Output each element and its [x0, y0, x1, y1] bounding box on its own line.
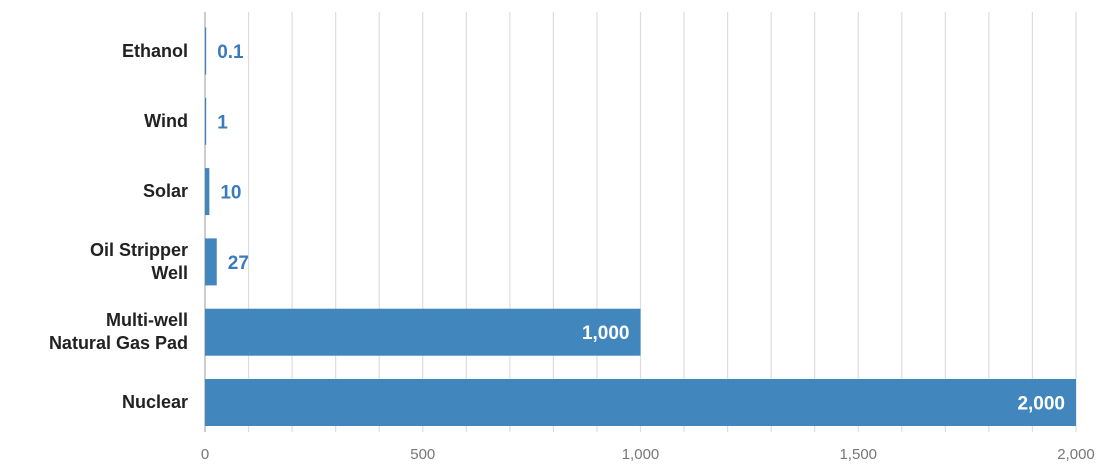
- bar: [205, 238, 217, 286]
- x-tick-label: 0: [201, 446, 209, 463]
- bar: [205, 379, 1076, 426]
- bar: [205, 27, 207, 75]
- category-label: Ethanol: [122, 40, 188, 63]
- category-label-line: Natural Gas Pad: [48, 333, 188, 354]
- bar: [205, 308, 641, 356]
- category-label-line: Solar: [142, 181, 188, 202]
- category-label-line: Oil Stripper: [89, 239, 188, 260]
- x-axis-ticks: 0 500 1,000 1,500 2,000: [201, 446, 1095, 463]
- x-tick-label: 1,500: [839, 446, 877, 463]
- category-label: Multi-well Natural Gas Pad: [49, 309, 188, 355]
- x-tick-label: 500: [410, 446, 435, 463]
- bar-value-label: 2,000: [1017, 394, 1065, 415]
- bars: [205, 27, 1076, 426]
- bar: [205, 168, 210, 216]
- bar-value-label: 27: [228, 253, 249, 274]
- category-label-line: Ethanol: [122, 40, 188, 61]
- category-label: Oil Stripper Well: [90, 239, 188, 285]
- x-tick-label: 1,000: [622, 446, 660, 463]
- x-tick-label: 2,000: [1057, 446, 1095, 463]
- bar: [205, 97, 207, 145]
- category-label-line: Nuclear: [121, 392, 188, 412]
- value-labels: 0.1 1 10 27 1,000 2,000: [217, 42, 1065, 415]
- bar-value-label: 1: [217, 112, 228, 133]
- bar-value-label: 10: [220, 183, 241, 204]
- category-label: Nuclear: [122, 391, 188, 414]
- category-label-line: Multi-well: [106, 310, 188, 331]
- category-label: Wind: [144, 110, 188, 133]
- category-label: Solar: [143, 180, 188, 203]
- bar-value-label: 1,000: [582, 323, 630, 344]
- category-label-line: Well: [151, 262, 188, 283]
- bar-value-label: 0.1: [217, 42, 244, 63]
- grid-lines: [204, 12, 1077, 432]
- category-label-line: Wind: [144, 110, 188, 131]
